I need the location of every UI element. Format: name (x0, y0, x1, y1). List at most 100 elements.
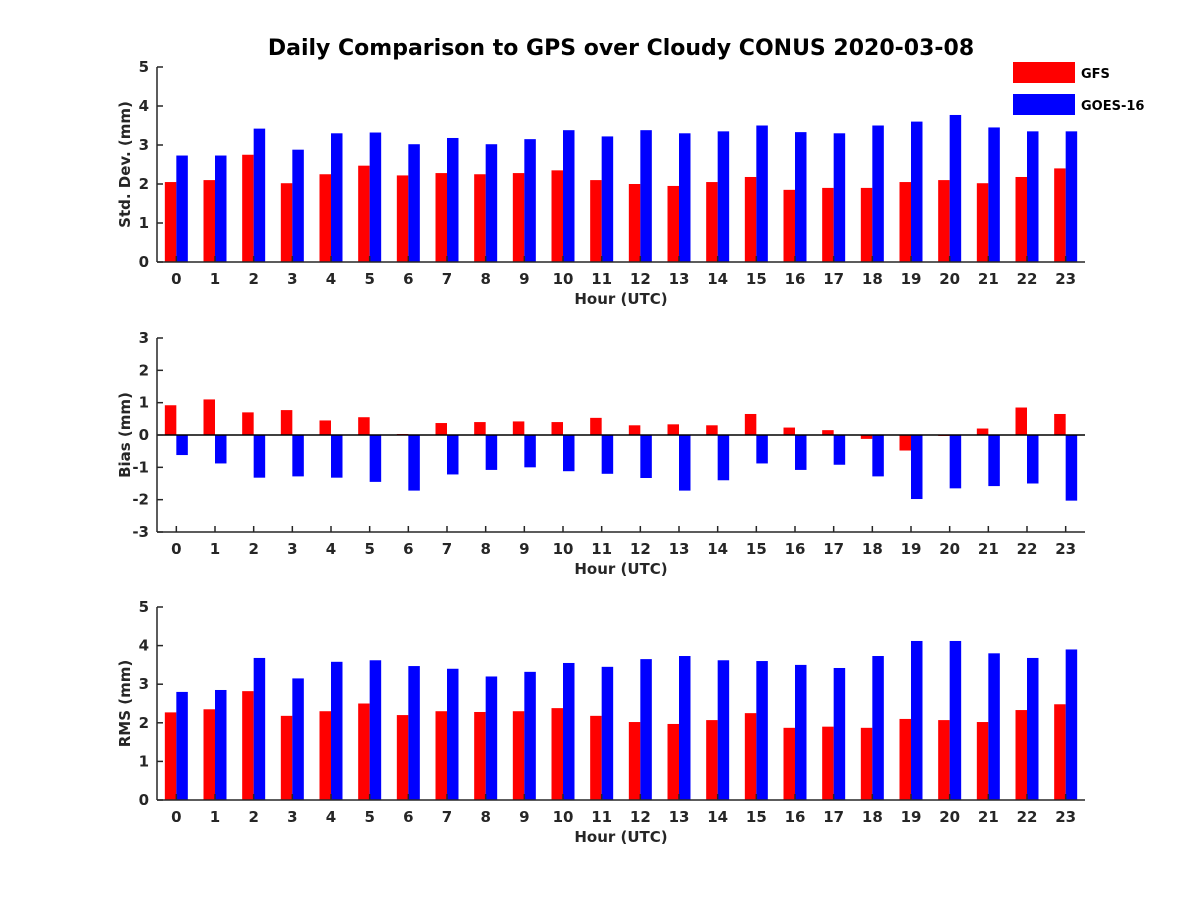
bar-std-goes-16-19 (911, 121, 923, 262)
y-tick-label-rms: 4 (139, 637, 149, 655)
bar-rms-gfs-5 (358, 703, 370, 800)
x-tick-label-std: 11 (591, 270, 612, 288)
x-tick-label-rms: 22 (1017, 808, 1038, 826)
bar-rms-gfs-14 (706, 720, 718, 800)
bar-rms-gfs-2 (242, 691, 254, 800)
legend-swatch-gfs (1013, 62, 1075, 83)
y-tick-label-rms: 5 (139, 598, 149, 616)
y-tick-label-bias: 3 (139, 329, 149, 347)
bar-std-goes-16-12 (640, 130, 652, 262)
y-tick-label-rms: 2 (139, 714, 149, 732)
bar-rms-goes-16-18 (872, 656, 884, 800)
bar-std-gfs-12 (628, 184, 641, 262)
x-tick-label-bias: 12 (630, 540, 651, 558)
x-axis-label-std: Hour (UTC) (574, 290, 667, 308)
bar-rms-goes-16-9 (524, 671, 536, 800)
y-axis-label-bias: Bias (mm) (116, 392, 134, 478)
legend-swatch-goes-16 (1013, 94, 1075, 115)
bar-bias-gfs-23 (1054, 413, 1066, 435)
x-tick-label-std: 12 (630, 270, 651, 288)
bar-std-goes-16-2 (253, 128, 266, 262)
bar-bias-gfs-21 (976, 428, 989, 435)
bar-std-gfs-9 (512, 173, 525, 262)
y-tick-label-std: 2 (139, 175, 149, 193)
bar-std-goes-16-13 (679, 133, 691, 262)
bar-rms-gfs-7 (435, 711, 447, 800)
bar-rms-goes-16-7 (447, 668, 459, 800)
x-tick-label-std: 19 (901, 270, 922, 288)
bar-std-goes-16-7 (447, 137, 459, 262)
x-tick-label-bias: 4 (326, 540, 336, 558)
bar-std-gfs-13 (667, 185, 679, 262)
x-tick-label-rms: 20 (939, 808, 960, 826)
bar-rms-gfs-0 (164, 712, 177, 800)
bar-bias-gfs-14 (706, 425, 718, 435)
x-tick-label-std: 2 (248, 270, 258, 288)
bar-bias-gfs-13 (667, 424, 679, 435)
chart-legend: GFS GOES-16 (1013, 62, 1144, 115)
x-tick-label-rms: 19 (901, 808, 922, 826)
bar-rms-goes-16-1 (215, 689, 227, 800)
bar-bias-goes-16-13 (679, 435, 691, 491)
bar-rms-goes-16-11 (601, 666, 614, 800)
bar-rms-gfs-12 (628, 722, 641, 800)
x-tick-label-bias: 16 (785, 540, 806, 558)
bar-std-goes-16-22 (1027, 131, 1039, 262)
x-tick-label-rms: 4 (326, 808, 336, 826)
bar-bias-gfs-5 (358, 417, 370, 435)
bar-std-gfs-16 (783, 189, 795, 262)
y-tick-label-bias: 0 (139, 426, 149, 444)
bar-rms-goes-16-15 (756, 661, 768, 800)
bar-bias-goes-16-8 (485, 435, 498, 470)
bar-std-gfs-22 (1015, 176, 1027, 262)
bar-bias-goes-16-22 (1027, 435, 1039, 484)
bar-bias-gfs-0 (164, 405, 177, 435)
bar-rms-goes-16-5 (369, 660, 382, 800)
bar-rms-gfs-20 (938, 720, 950, 800)
bar-bias-goes-16-20 (949, 435, 962, 489)
y-tick-label-rms: 3 (139, 675, 149, 693)
bar-bias-goes-16-16 (795, 435, 807, 470)
x-tick-label-std: 1 (210, 270, 220, 288)
bar-std-gfs-2 (242, 154, 254, 262)
x-tick-label-std: 6 (403, 270, 413, 288)
bar-std-gfs-3 (280, 183, 293, 262)
x-tick-label-bias: 9 (519, 540, 529, 558)
x-tick-label-bias: 15 (746, 540, 767, 558)
bar-rms-goes-16-3 (292, 678, 304, 800)
bar-std-gfs-5 (358, 165, 370, 262)
bar-bias-goes-16-12 (640, 435, 652, 478)
x-tick-label-std: 23 (1055, 270, 1076, 288)
x-tick-label-rms: 9 (519, 808, 529, 826)
bar-std-gfs-15 (744, 176, 757, 262)
x-tick-label-rms: 3 (287, 808, 297, 826)
x-tick-label-std: 13 (669, 270, 690, 288)
x-tick-label-bias: 14 (707, 540, 728, 558)
x-tick-label-bias: 13 (669, 540, 690, 558)
bar-std-gfs-23 (1054, 168, 1066, 262)
x-tick-label-std: 22 (1017, 270, 1038, 288)
bar-std-gfs-6 (396, 175, 409, 262)
bar-std-goes-16-21 (988, 127, 1000, 262)
bar-rms-gfs-13 (667, 723, 679, 800)
x-tick-label-std: 21 (978, 270, 999, 288)
x-tick-label-bias: 5 (364, 540, 374, 558)
bar-rms-gfs-18 (860, 727, 873, 800)
bar-bias-goes-16-5 (369, 435, 382, 482)
bar-std-gfs-11 (590, 180, 602, 262)
x-tick-label-rms: 2 (248, 808, 258, 826)
bar-std-gfs-0 (164, 182, 177, 262)
bar-bias-goes-16-10 (563, 435, 575, 472)
x-tick-label-rms: 8 (480, 808, 490, 826)
bar-std-gfs-1 (203, 180, 215, 262)
bar-bias-gfs-17 (822, 430, 834, 435)
bar-bias-goes-16-11 (601, 435, 614, 474)
x-tick-label-rms: 16 (785, 808, 806, 826)
bar-std-goes-16-20 (949, 114, 962, 262)
bar-rms-gfs-6 (396, 715, 409, 800)
bar-rms-gfs-22 (1015, 710, 1027, 800)
bar-rms-gfs-9 (512, 711, 525, 800)
bar-bias-gfs-15 (744, 413, 757, 435)
y-tick-label-bias: -1 (132, 458, 149, 476)
